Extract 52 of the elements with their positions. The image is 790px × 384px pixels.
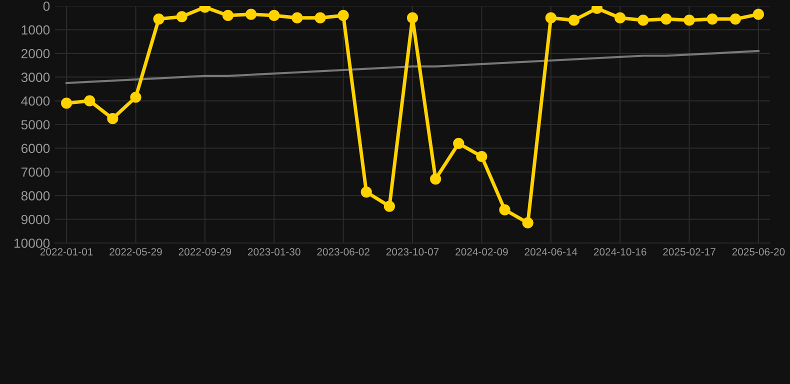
point — [292, 12, 303, 24]
point — [130, 92, 142, 103]
x-tick-label: 2024-06-14 — [524, 248, 578, 256]
point — [406, 12, 418, 24]
y-tick-label: 0 — [43, 2, 50, 11]
y-tick-label: 9000 — [21, 214, 50, 224]
point — [107, 113, 118, 124]
point — [568, 14, 580, 26]
point — [730, 13, 741, 25]
point — [638, 14, 649, 26]
y-tick-label: 10000 — [14, 238, 50, 248]
x-tick-label: 2024-10-16 — [594, 248, 646, 256]
point — [222, 10, 234, 22]
x-tick-label: 2023-01-30 — [248, 248, 300, 256]
y-tick-label: 4000 — [21, 96, 50, 106]
point — [752, 8, 764, 20]
x-tick-label: 2025-02-17 — [663, 248, 716, 256]
y-tick-label: 1000 — [22, 25, 50, 35]
x-tick-label: 2022-05-29 — [110, 248, 162, 256]
point — [314, 12, 326, 24]
point — [153, 13, 164, 25]
y-tick-label: 7000 — [21, 167, 50, 177]
point — [176, 11, 188, 22]
x-tick-label: 2022-01-01 — [40, 248, 93, 256]
y-tick-label: 2000 — [21, 48, 50, 58]
y-tick-label: 8000 — [21, 191, 50, 201]
point — [545, 12, 556, 24]
point — [60, 98, 72, 109]
x-tick-label: 2023-10-07 — [386, 248, 439, 256]
x-tick-label: 2025-06-20 — [732, 248, 785, 256]
line-series — [65, 50, 760, 84]
point — [338, 10, 349, 22]
point — [614, 12, 626, 24]
x-tick-label: 2023-06-02 — [317, 248, 370, 256]
y-tick-label: 5000 — [21, 120, 50, 130]
point — [430, 173, 442, 185]
y-tick-label: 6000 — [21, 144, 50, 154]
point — [660, 13, 672, 25]
point — [706, 13, 718, 25]
point — [268, 10, 280, 22]
point — [384, 200, 395, 212]
point — [245, 8, 257, 20]
point — [499, 204, 510, 216]
point — [360, 186, 372, 198]
x-tick-label: 2022-09-29 — [178, 248, 232, 256]
y-tick-label: 3000 — [21, 72, 50, 82]
point — [476, 150, 488, 162]
point — [684, 14, 695, 26]
x-tick-label: 2024-02-09 — [456, 248, 508, 256]
point — [453, 138, 464, 150]
point — [522, 217, 534, 228]
point — [84, 95, 96, 106]
